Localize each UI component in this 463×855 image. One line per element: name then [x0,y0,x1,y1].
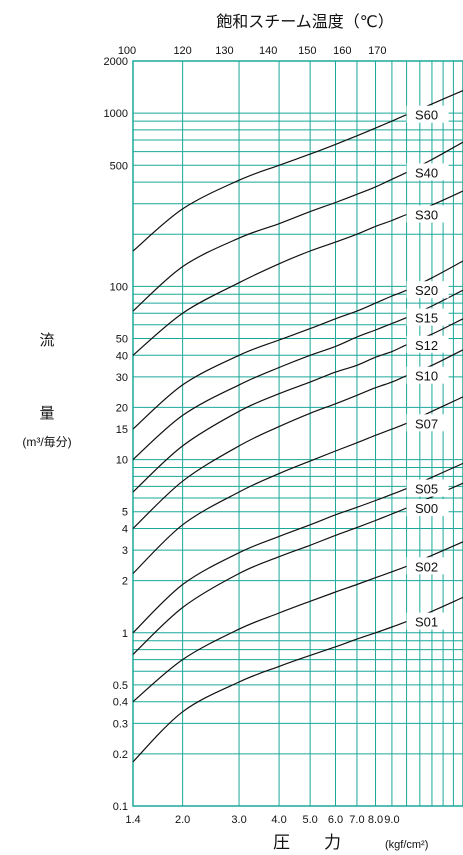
x-tick-label: 1.4 [125,814,140,826]
y-axis-unit: (m³/毎分) [22,434,71,449]
series-label-bg [406,414,449,432]
y-tick-label: 30 [116,372,128,384]
y-tick-label: 2 [122,576,128,588]
series-label-s01: S01 [415,615,438,630]
y-tick-label: 0.4 [113,697,128,709]
series-label-s05: S05 [415,482,438,497]
series-label-bg [406,105,449,123]
series-label-s00: S00 [415,501,438,516]
x-axis-unit: (kgf/cm²) [385,839,428,851]
top-tick-label: 100 [118,45,136,57]
series-label-bg [406,479,449,497]
series-label-s30: S30 [415,207,438,222]
series-label-s10: S10 [415,369,438,384]
y-tick-label: 100 [110,281,128,293]
series-label-bg [406,163,449,181]
x-tick-label: 8.0 [368,814,383,826]
y-tick-label: 5 [122,507,128,519]
series-label-bg [406,557,449,575]
top-tick-label: 150 [298,45,316,57]
tick-labels: 0.1 0.2 0.3 0.4 0.5 1 2 3 4 5 10 15 20 30 40 50 100 500 10… [104,45,400,826]
x-axis-title: 圧 力 [273,833,341,852]
top-axis-title: 飽和スチーム温度（℃） [216,13,394,31]
y-tick-label: 50 [116,333,128,345]
series-label-s02: S02 [415,559,438,574]
series-label-bg [406,281,449,299]
x-tick-label: 4.0 [271,814,286,826]
series-label-s15: S15 [415,311,438,326]
x-tick-label: 6.0 [328,814,343,826]
x-tick-label: 2.0 [175,814,190,826]
series-label-bg [406,335,449,353]
y-axis-label-char2: 量 [39,405,54,422]
x-tick-label: 9.0 [384,814,399,826]
y-tick-label: 0.3 [113,718,128,730]
series-label-s60: S60 [415,108,438,123]
top-tick-label: 120 [173,45,191,57]
x-tick-label: 3.0 [231,814,246,826]
series-label-s07: S07 [415,416,438,431]
y-tick-label: 40 [116,350,128,362]
y-tick-label: 15 [116,424,128,436]
top-tick-label: 140 [259,45,277,57]
series-label-bg [406,205,449,223]
y-tick-label: 500 [110,160,128,172]
series-label-s12: S12 [415,338,438,353]
series-label-bg [406,308,449,326]
series-labels: S60 S40 S30 S20 S15 S12 S10 S07 S05 S00 S02 S01 [406,105,449,630]
series-label-bg [406,499,449,517]
top-tick-label: 130 [215,45,233,57]
y-tick-label: 4 [122,524,128,536]
top-tick-label: 170 [368,45,386,57]
top-tick-label: 160 [333,45,351,57]
series-label-bg [406,366,449,384]
plot-frame [132,60,463,807]
y-tick-label: 20 [116,402,128,414]
y-tick-label: 1 [122,628,128,640]
y-tick-label: 3 [122,545,128,557]
y-axis-label-char1: 流 [39,332,54,349]
y-tick-label: 0.5 [113,680,128,692]
y-tick-label: 0.2 [113,749,128,761]
y-tick-label: 10 [116,455,128,467]
y-tick-label: 0.1 [113,801,128,813]
x-tick-label: 7.0 [349,814,364,826]
y-tick-label: 1000 [104,108,128,120]
series-label-s40: S40 [415,165,438,180]
y-tick-label: 2000 [104,56,128,68]
series-label-s20: S20 [415,283,438,298]
series-label-bg [406,612,449,630]
x-tick-label: 5.0 [302,814,317,826]
